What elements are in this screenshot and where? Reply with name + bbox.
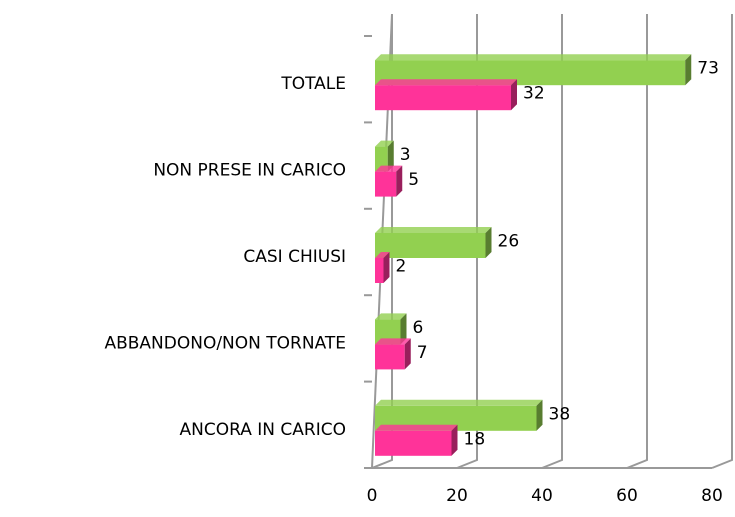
bar-face [375,171,397,197]
bar-face [375,140,394,147]
grid-line [711,14,733,469]
bar-face [375,258,384,283]
bar-face [383,252,390,283]
bar-face [396,165,403,197]
bar [375,79,517,111]
data-label: 2 [396,257,407,277]
data-label: 73 [697,59,719,79]
bar-face [375,85,511,111]
bar-face [451,424,458,456]
bar-face [375,344,405,370]
x-tick-label: 20 [446,486,468,506]
bar [375,424,458,456]
bar-face [375,227,492,233]
x-tick-label: 40 [531,486,553,506]
data-label: 3 [400,145,411,165]
bar-face [387,140,394,172]
category-label: NON PRESE IN CARICO [153,161,346,181]
bar-face [375,313,407,320]
bar-face [485,227,492,258]
bar-face [404,338,411,370]
category-label: ABBANDONO/NON TORNATE [104,333,346,353]
bar-face [375,233,486,258]
bar-face [375,165,403,172]
data-label: 6 [413,318,424,338]
bar-face [375,338,411,345]
category-label: ANCORA IN CARICO [180,420,346,440]
bar [375,227,492,258]
bar-face [375,79,517,86]
bar-face [375,430,452,456]
data-label: 38 [549,404,571,424]
bar-face [375,54,692,61]
data-label: 18 [464,429,486,449]
bar-face [511,79,517,111]
bar-face [375,146,388,172]
bar [375,165,403,197]
bar-face [375,424,458,431]
bar [375,140,394,172]
bar-face [375,252,390,258]
bar-face [536,399,543,431]
category-label: TOTALE [280,74,346,94]
grid-line [626,14,648,469]
x-tick-label: 80 [701,486,723,506]
data-label: 26 [498,232,520,252]
bar-face [375,399,543,406]
bar-face [400,313,407,345]
data-label: 32 [523,84,545,104]
data-label: 7 [417,343,428,363]
data-label: 5 [408,170,419,190]
category-label: CASI CHIUSI [243,247,346,267]
grid-line [456,14,478,469]
x-tick-label: 60 [616,486,638,506]
x-tick-label: 0 [367,486,378,506]
grid-line [541,14,563,469]
bar [375,338,411,370]
bar [375,252,390,283]
bar [375,54,692,86]
bar-face [685,54,692,86]
